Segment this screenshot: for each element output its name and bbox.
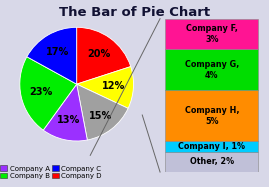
Wedge shape [77,67,133,108]
Text: 15%: 15% [89,111,113,121]
Text: 23%: 23% [29,87,52,97]
Text: Company G,
4%: Company G, 4% [185,60,239,79]
Bar [165,152,259,172]
Legend: Company A, Company B, Company C, Company D: Company A, Company B, Company C, Company… [0,163,105,182]
Text: 13%: 13% [57,115,80,125]
Wedge shape [20,57,77,130]
Text: Other, 2%: Other, 2% [190,157,234,166]
Wedge shape [43,84,87,141]
Bar [165,90,259,141]
Text: Company H,
5%: Company H, 5% [185,106,239,125]
Text: The Bar of Pie Chart: The Bar of Pie Chart [59,6,210,19]
Text: 17%: 17% [46,47,69,57]
Text: 12%: 12% [102,82,125,91]
Wedge shape [77,27,131,84]
Bar [165,49,259,90]
Text: 20%: 20% [87,49,110,59]
Wedge shape [77,84,128,140]
Text: Company I, 1%: Company I, 1% [178,142,245,151]
Bar [165,141,259,152]
Text: Company F,
3%: Company F, 3% [186,24,238,44]
Bar [165,19,259,49]
Wedge shape [27,27,77,84]
